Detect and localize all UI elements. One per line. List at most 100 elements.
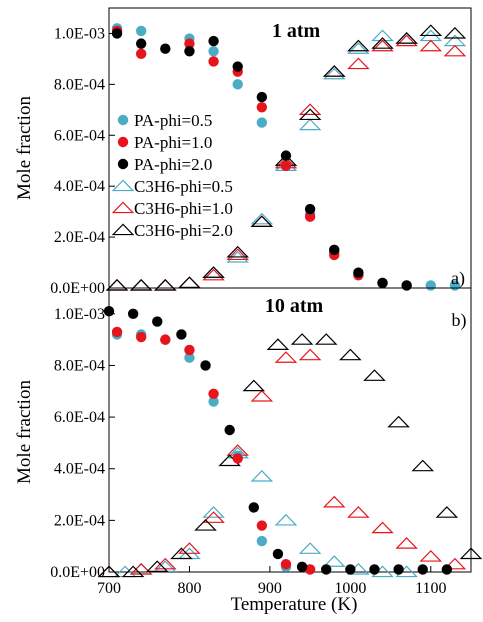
point-pa-phi-1-0	[135, 331, 147, 343]
point-c3h6-phi-2-0	[242, 379, 266, 392]
panel-label-a: a)	[451, 268, 465, 289]
point-pa-phi-2-0	[208, 35, 219, 47]
point-pa-phi-2-0	[377, 277, 388, 289]
y-axis-ticks-10atm: 0.0E+00 2.0E-04 4.0E-04 6.0E-04 8.0E-04 1.0E-…	[50, 306, 115, 581]
x-tick-label: 900	[258, 580, 282, 597]
point-c3h6-phi-1-0	[419, 39, 443, 52]
y-tick-label: 4.0E-04	[54, 461, 105, 478]
legend-label-pa-phi-0-5: PA-phi=0.5	[134, 111, 212, 130]
point-pa-phi-2-0	[401, 280, 412, 291]
point-c3h6-phi-2-0	[290, 333, 314, 345]
y-tick-label: 2.0E-04	[54, 512, 105, 529]
point-pa-phi-2-0	[184, 46, 195, 57]
point-c3h6-phi-2-0	[178, 276, 201, 289]
point-pa-phi-2-0	[280, 150, 292, 161]
point-pa-phi-2-0	[393, 564, 404, 575]
point-c3h6-phi-2-0	[419, 24, 443, 37]
legend-label-pa-phi-1-0: PA-phi=1.0	[134, 133, 212, 152]
point-c3h6-phi-1-0	[347, 57, 370, 70]
point-c3h6-phi-1-0	[443, 44, 467, 57]
point-c3h6-phi-0-5	[274, 513, 298, 526]
point-c3h6-phi-0-5	[202, 506, 225, 518]
point-c3h6-phi-2-0	[194, 519, 217, 531]
point-c3h6-phi-1-0	[371, 39, 394, 52]
point-pa-phi-2-0	[329, 244, 340, 256]
point-pa-phi-0-5	[135, 25, 147, 37]
point-pa-phi-0-5	[208, 46, 219, 57]
y-tick-label: 6.0E-04	[54, 409, 105, 426]
point-c3h6-phi-0-5	[298, 118, 322, 131]
point-c3h6-phi-2-0	[314, 333, 338, 345]
point-c3h6-phi-2-0	[226, 245, 250, 258]
y-tick-label: 1.0E-03	[54, 25, 105, 42]
point-c3h6-phi-1-0	[419, 550, 443, 562]
y-tick-label: 4.0E-04	[54, 178, 105, 195]
point-pa-phi-1-0	[111, 326, 123, 338]
x-tick-label: 1000	[334, 580, 366, 597]
point-c3h6-phi-2-0	[97, 565, 121, 578]
point-c3h6-phi-1-0	[178, 542, 201, 554]
point-c3h6-phi-2-0	[387, 415, 410, 428]
panel-title-1atm: 1 atm	[272, 20, 321, 42]
legend-marker-pa-phi-1-0	[117, 136, 129, 148]
point-c3h6-phi-2-0	[322, 65, 346, 77]
y-tick-label: 2.0E-04	[54, 229, 105, 246]
point-pa-phi-1-0	[184, 38, 195, 49]
point-c3h6-phi-2-0	[298, 108, 322, 121]
point-c3h6-phi-2-0	[363, 369, 386, 381]
panel-label-b: b)	[452, 310, 467, 331]
point-pa-phi-2-0	[232, 61, 243, 72]
point-pa-phi-2-0	[321, 564, 332, 575]
point-pa-phi-2-0	[176, 329, 187, 340]
point-pa-phi-2-0	[296, 561, 308, 573]
point-c3h6-phi-2-0	[459, 547, 483, 560]
legend-marker-c3h6-phi-0-5	[111, 179, 135, 192]
point-pa-phi-1-0	[160, 334, 171, 345]
point-c3h6-phi-1-0	[371, 521, 394, 534]
point-pa-phi-0-5	[256, 117, 268, 128]
y-tick-label: 8.0E-04	[54, 357, 105, 374]
legend-marker-pa-phi-0-5	[117, 114, 129, 126]
point-pa-phi-2-0	[304, 203, 316, 215]
point-c3h6-phi-2-0	[395, 32, 418, 44]
data-points-10atm	[97, 306, 483, 578]
panel-10atm: 0.0E+00 2.0E-04 4.0E-04 6.0E-04 8.0E-04 1.0E-…	[14, 287, 483, 615]
point-c3h6-phi-0-5	[298, 542, 322, 554]
legend-marker-pa-phi-2-0	[117, 158, 129, 170]
x-tick-label: 1100	[415, 580, 446, 597]
point-c3h6-phi-1-0	[322, 495, 346, 508]
point-pa-phi-1-0	[208, 56, 219, 67]
point-pa-phi-1-0	[256, 102, 268, 113]
point-pa-phi-2-0	[369, 564, 380, 575]
y-tick-label: 6.0E-04	[54, 127, 105, 144]
point-pa-phi-1-0	[304, 211, 316, 222]
point-c3h6-phi-1-0	[443, 557, 467, 570]
point-pa-phi-1-0	[135, 48, 147, 60]
point-c3h6-phi-1-0	[347, 506, 370, 518]
legend-label-c3h6-phi-1-0: C3H6-phi=1.0	[134, 199, 233, 218]
point-c3h6-phi-2-0	[347, 39, 370, 52]
point-c3h6-phi-0-5	[322, 555, 346, 567]
point-c3h6-phi-0-5	[250, 212, 274, 225]
point-c3h6-phi-2-0	[105, 278, 129, 291]
point-pa-phi-2-0	[256, 91, 268, 103]
legend-label-pa-phi-2-0: PA-phi=2.0	[134, 155, 212, 174]
y-axis-label-10atm: Mole fraction	[14, 380, 35, 484]
point-pa-phi-2-0	[248, 502, 259, 513]
point-c3h6-phi-1-0	[202, 268, 225, 281]
legend-label-c3h6-phi-2-0: C3H6-phi=2.0	[134, 221, 233, 240]
panel-1atm: 0.0E+00 2.0E-04 4.0E-04 6.0E-04 8.0E-04 1.0E-…	[14, 7, 472, 297]
point-pa-phi-1-0	[256, 520, 268, 531]
point-pa-phi-2-0	[441, 564, 453, 575]
panel-title-10atm: 10 atm	[265, 295, 324, 317]
point-c3h6-phi-2-0	[202, 266, 225, 278]
point-pa-phi-1-0	[208, 388, 219, 400]
point-c3h6-phi-2-0	[266, 338, 290, 350]
point-c3h6-phi-1-0	[298, 348, 322, 361]
point-pa-phi-2-0	[224, 424, 235, 436]
point-pa-phi-1-0	[280, 559, 292, 570]
point-c3h6-phi-1-0	[202, 511, 225, 523]
point-c3h6-phi-1-0	[274, 351, 298, 363]
